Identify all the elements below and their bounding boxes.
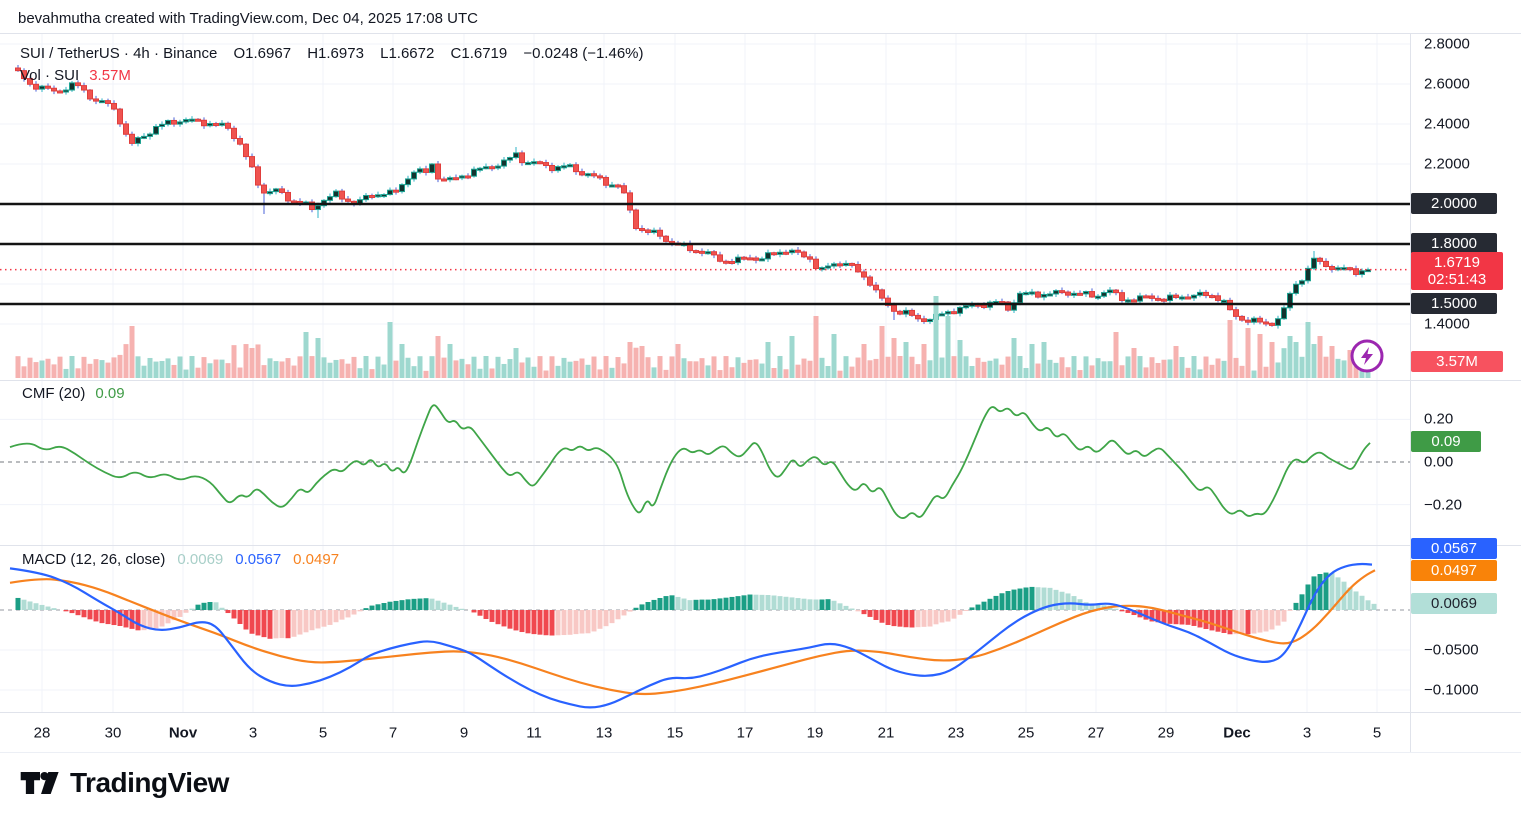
volume-value: 3.57M: [89, 67, 131, 84]
macd-hist-axis-badge: 0.0069: [1411, 593, 1497, 614]
current-price-badge: 1.6719 02:51:43: [1411, 252, 1503, 290]
credit-line: bevahmutha created with TradingView.com,…: [18, 10, 478, 27]
time-axis-label: 19: [806, 724, 824, 742]
macd-signal-value: 0.0497: [293, 551, 340, 568]
macd-pane[interactable]: [0, 546, 1410, 712]
price-level-badge: 2.0000: [1411, 193, 1497, 214]
time-axis-label: 23: [947, 724, 965, 742]
header-divider: [0, 33, 1521, 34]
time-axis-label: 21: [877, 724, 895, 742]
time-axis-label: 3: [248, 724, 258, 742]
time-axis-label: 7: [388, 724, 398, 742]
volume-label: Vol · SUI: [20, 67, 80, 84]
price-level-badge: 1.8000: [1411, 233, 1497, 254]
tradingview-logo[interactable]: TradingView: [20, 766, 229, 800]
bottom-divider: [0, 752, 1521, 753]
instant-trading-button[interactable]: [1347, 336, 1387, 376]
cmf-value: 0.09: [95, 385, 125, 402]
pane-divider-1: [0, 380, 1521, 381]
time-axis-label: 11: [526, 724, 542, 742]
price-axis-label: 2.6000: [1424, 75, 1470, 93]
ohlc-high: H1.6973: [307, 45, 364, 62]
cmf-axis-badge: 0.09: [1411, 431, 1481, 452]
macd-hist-value: 0.0069: [177, 551, 224, 568]
time-axis-divider: [0, 712, 1521, 713]
time-axis-label: Nov: [168, 724, 198, 742]
macd-signal-axis-badge: 0.0497: [1411, 560, 1497, 581]
cmf-axis-label: 0.00: [1424, 453, 1454, 471]
symbol-info-row[interactable]: SUI / TetherUS · 4h · Binance O1.6967 H1…: [20, 45, 656, 62]
volume-axis-badge: 3.57M: [1411, 351, 1503, 372]
cmf-indicator-row[interactable]: CMF (20) 0.09: [22, 385, 125, 402]
macd-indicator-row[interactable]: MACD (12, 26, close) 0.0069 0.0567 0.0497: [22, 551, 339, 568]
ohlc-close: C1.6719: [450, 45, 508, 62]
tradingview-logo-icon: [20, 771, 59, 795]
time-axis-scale[interactable]: [0, 713, 1410, 752]
time-axis-label: 9: [459, 724, 469, 742]
cmf-pane[interactable]: [0, 381, 1410, 545]
macd-label: MACD (12, 26, close): [22, 551, 166, 568]
tradingview-logo-text: TradingView: [70, 767, 229, 798]
cmf-axis-label: −0.20: [1424, 496, 1462, 514]
macd-axis-label: −0.0500: [1424, 641, 1479, 659]
ohlc-low: L1.6672: [380, 45, 435, 62]
cmf-label: CMF (20): [22, 385, 86, 402]
time-axis-label: 3: [1302, 724, 1312, 742]
time-axis-label: 15: [666, 724, 684, 742]
macd-axis-label: −0.1000: [1424, 681, 1479, 699]
price-axis-label: 2.2000: [1424, 155, 1470, 173]
pane-divider-2: [0, 545, 1521, 546]
time-axis-label: 13: [595, 724, 613, 742]
axis-separator: [1410, 33, 1411, 752]
time-axis-label: 25: [1017, 724, 1035, 742]
ohlc-open: O1.6967: [233, 45, 292, 62]
cmf-axis-label: 0.20: [1424, 410, 1454, 428]
symbol-title[interactable]: SUI / TetherUS · 4h · Binance: [20, 45, 218, 62]
time-axis-label: Dec: [1223, 724, 1251, 742]
time-axis-label: 17: [736, 724, 754, 742]
price-axis-label: 2.8000: [1424, 35, 1470, 53]
price-pane[interactable]: [0, 33, 1410, 380]
bar-countdown: 02:51:43: [1427, 271, 1487, 288]
time-axis-label: 5: [318, 724, 328, 742]
lightning-icon: [1350, 339, 1384, 373]
price-level-badge: 1.5000: [1411, 293, 1497, 314]
time-axis-label: 28: [33, 724, 51, 742]
ohlc-change: −0.0248 (−1.46%): [523, 45, 644, 62]
macd-line-axis-badge: 0.0567: [1411, 538, 1497, 559]
volume-indicator-row[interactable]: Vol · SUI 3.57M: [20, 67, 131, 84]
price-axis-label: 2.4000: [1424, 115, 1470, 133]
time-axis-label: 5: [1372, 724, 1382, 742]
price-axis-background: [1411, 33, 1521, 752]
time-axis-label: 29: [1157, 724, 1175, 742]
time-axis-label: 30: [104, 724, 122, 742]
price-axis-label: 1.4000: [1424, 315, 1470, 333]
macd-line-value: 0.0567: [235, 551, 282, 568]
current-price: 1.6719: [1434, 254, 1480, 271]
time-axis-label: 27: [1087, 724, 1105, 742]
